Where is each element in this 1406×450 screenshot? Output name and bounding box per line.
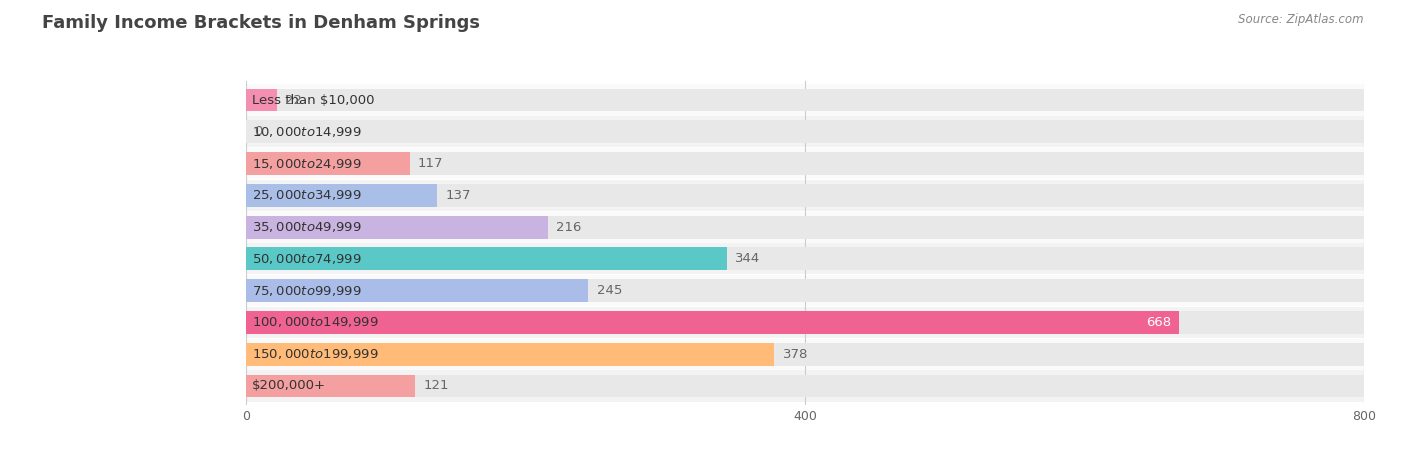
Text: $50,000 to $74,999: $50,000 to $74,999 xyxy=(252,252,361,266)
Text: $150,000 to $199,999: $150,000 to $199,999 xyxy=(252,347,378,361)
Text: $25,000 to $34,999: $25,000 to $34,999 xyxy=(252,189,361,202)
Text: $100,000 to $149,999: $100,000 to $149,999 xyxy=(252,315,378,329)
Text: $15,000 to $24,999: $15,000 to $24,999 xyxy=(252,157,361,171)
Text: 216: 216 xyxy=(557,220,582,234)
Bar xyxy=(246,248,1364,270)
Bar xyxy=(246,275,1364,306)
Bar xyxy=(246,374,1364,397)
Bar xyxy=(246,279,588,302)
Bar xyxy=(246,85,1364,116)
Bar xyxy=(246,338,1364,370)
Text: Less than $10,000: Less than $10,000 xyxy=(252,94,374,107)
Text: 117: 117 xyxy=(418,157,443,170)
Bar xyxy=(246,121,1364,143)
Text: $10,000 to $14,999: $10,000 to $14,999 xyxy=(252,125,361,139)
Text: 0: 0 xyxy=(254,125,263,138)
Text: Family Income Brackets in Denham Springs: Family Income Brackets in Denham Springs xyxy=(42,14,481,32)
Text: 22: 22 xyxy=(285,94,302,107)
Bar xyxy=(246,307,1364,338)
Text: 668: 668 xyxy=(1146,316,1171,329)
Text: Source: ZipAtlas.com: Source: ZipAtlas.com xyxy=(1239,14,1364,27)
Bar xyxy=(246,243,1364,274)
Text: 121: 121 xyxy=(423,379,449,392)
Text: $35,000 to $49,999: $35,000 to $49,999 xyxy=(252,220,361,234)
Bar xyxy=(246,152,409,175)
Bar xyxy=(246,311,1364,334)
Bar xyxy=(246,279,1364,302)
Bar xyxy=(246,152,1364,175)
Bar xyxy=(246,180,1364,211)
Bar xyxy=(246,148,1364,179)
Bar xyxy=(246,184,437,207)
Bar xyxy=(246,116,1364,148)
Bar xyxy=(246,343,775,365)
Text: $200,000+: $200,000+ xyxy=(252,379,326,392)
Bar xyxy=(246,89,277,112)
Bar xyxy=(246,311,1180,334)
Bar xyxy=(246,248,727,270)
Text: 378: 378 xyxy=(783,348,808,361)
Text: $75,000 to $99,999: $75,000 to $99,999 xyxy=(252,284,361,297)
Bar xyxy=(246,89,1364,112)
Bar xyxy=(246,343,1364,365)
Bar xyxy=(246,216,1364,238)
Text: 344: 344 xyxy=(735,252,761,266)
Text: 137: 137 xyxy=(446,189,471,202)
Bar xyxy=(246,370,1364,401)
Bar xyxy=(246,374,415,397)
Bar xyxy=(246,184,1364,207)
Text: 245: 245 xyxy=(596,284,621,297)
Bar xyxy=(246,212,1364,243)
Bar xyxy=(246,216,548,238)
